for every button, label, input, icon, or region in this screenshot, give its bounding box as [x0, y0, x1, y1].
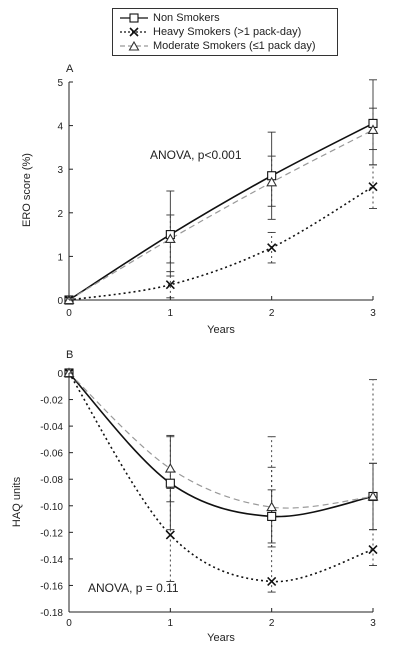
panel-label-b: B: [66, 349, 73, 361]
data-point-heavy-a: [267, 243, 277, 253]
y-axis-label-a: ERO score (%): [21, 153, 33, 227]
x-tick-label-b: 3: [370, 618, 376, 629]
legend-item-non-smokers: Non Smokers: [119, 11, 331, 25]
y-tick-label-b: -0.04: [40, 422, 63, 433]
legend-swatch-moderate-smokers: [120, 41, 148, 51]
series-line-heavy-a: [68, 185, 374, 301]
series-line-non-b: [68, 372, 374, 518]
x-axis-label-b: Years: [207, 632, 235, 644]
x-tick-label-a: 1: [168, 308, 174, 319]
annotation-a: ANOVA, p<0.001: [150, 148, 242, 162]
y-tick-label-a: 0: [57, 296, 63, 307]
y-tick-label-b: 0: [57, 369, 63, 380]
y-axis-label-b: HAQ units: [11, 476, 23, 527]
y-tick-label-b: -0.08: [40, 475, 63, 486]
series-line-non-a: [68, 122, 374, 301]
legend-swatch-non-smokers: [120, 13, 148, 23]
data-point-heavy-b: [267, 576, 277, 587]
chart-b: 0 -0.02 -0.04 -0.06 -0.08 -0.10 -0.12 -0.14 -0.1…: [11, 349, 379, 644]
y-tick-label-a: 1: [57, 252, 63, 263]
chart-a: 0 1 2 3 4 5 0 1 2 3 A ANOVA, p<0.001 Years ERO sc…: [21, 63, 379, 336]
legend-label-heavy-smokers: Heavy Smokers (>1 pack-day): [153, 26, 302, 38]
x-tick-label-a: 2: [269, 308, 275, 319]
panel-label-a: A: [66, 63, 74, 75]
data-point-non-b: [267, 511, 277, 521]
y-tick-label-b: -0.10: [40, 502, 63, 513]
y-tick-label-b: -0.18: [40, 608, 63, 619]
legend-label-non-smokers: Non Smokers: [153, 12, 220, 24]
x-tick-label-b: 1: [168, 618, 174, 629]
y-tick-label-a: 2: [57, 209, 63, 220]
series-line-moderate-a: [68, 129, 374, 301]
y-tick-label-b: -0.16: [40, 581, 63, 592]
y-tick-label-b: -0.12: [40, 528, 63, 539]
data-point-moderate-b: [164, 462, 176, 473]
legend-swatch-heavy-smokers: [120, 27, 148, 37]
series-line-heavy-b: [68, 372, 374, 583]
data-point-moderate-a: [266, 176, 278, 187]
y-tick-label-a: 3: [57, 165, 63, 176]
data-point-heavy-a: [368, 182, 378, 192]
x-axis-label-a: Years: [207, 324, 235, 336]
annotation-b: ANOVA, p = 0.11: [88, 581, 179, 595]
data-point-moderate-a: [164, 233, 176, 244]
legend-item-heavy-smokers: Heavy Smokers (>1 pack-day): [119, 25, 331, 39]
y-tick-label-b: -0.14: [40, 555, 63, 566]
legend-label-moderate-smokers: Moderate Smokers (≤1 pack day): [153, 40, 316, 52]
data-point-moderate-b: [266, 501, 278, 512]
y-tick-label-b: -0.02: [40, 396, 63, 407]
x-tick-label-a: 0: [66, 308, 72, 319]
data-point-heavy-a: [165, 280, 175, 290]
data-point-heavy-b: [368, 545, 378, 555]
data-point-moderate-a: [367, 124, 379, 135]
x-tick-label-b: 0: [66, 618, 72, 629]
data-point-moderate-b: [367, 490, 379, 501]
data-point-heavy-b: [165, 530, 175, 540]
legend: Non Smokers Heavy Smokers (>1 pack-day) …: [112, 8, 338, 56]
y-tick-label-b: -0.06: [40, 449, 63, 460]
x-tick-label-b: 2: [269, 618, 275, 629]
legend-item-moderate-smokers: Moderate Smokers (≤1 pack day): [119, 39, 331, 53]
y-tick-label-a: 4: [57, 122, 63, 133]
series-line-moderate-b: [68, 372, 374, 509]
x-tick-label-a: 3: [370, 308, 376, 319]
data-point-non-b: [165, 478, 175, 488]
y-tick-label-a: 5: [57, 78, 63, 89]
